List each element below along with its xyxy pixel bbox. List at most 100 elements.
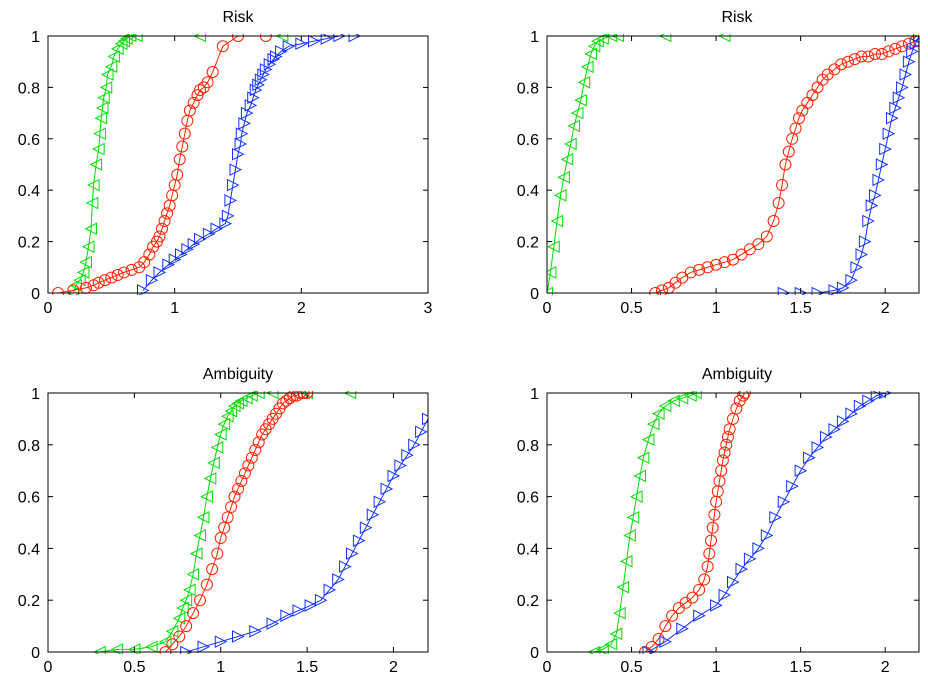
x-tick-label: 1 — [712, 659, 721, 676]
series-blue-point — [373, 495, 387, 509]
series-blue-point — [850, 260, 864, 274]
series-blue-point — [387, 469, 401, 483]
series-blue-point — [889, 101, 902, 115]
y-tick-label: 0.6 — [18, 132, 40, 149]
y-tick-label: 1 — [31, 29, 40, 46]
series-blue-point — [408, 438, 421, 452]
x-tick-label: 0.5 — [123, 659, 145, 676]
series-red-point — [684, 266, 697, 279]
series-red-point — [176, 140, 189, 153]
x-tick-label: 0 — [44, 300, 53, 317]
series-green-point — [570, 106, 584, 120]
series-green-line — [547, 35, 725, 294]
series-blue-point — [803, 451, 816, 465]
series-red-point — [760, 230, 773, 243]
series-blue-point — [219, 217, 232, 230]
series-green-point — [646, 417, 660, 431]
series-blue-point — [366, 508, 380, 522]
series-green-point — [183, 583, 196, 597]
x-tick-label: 1.5 — [296, 659, 318, 676]
series-blue-point — [235, 127, 249, 140]
series-blue-point — [415, 425, 428, 439]
series-red-point — [238, 467, 251, 480]
series-green-point — [158, 635, 172, 648]
x-tick-label: 1 — [170, 300, 179, 317]
series-blue-point — [743, 552, 757, 566]
series-blue-point — [862, 214, 875, 228]
series-blue-point — [244, 99, 258, 112]
series-blue-point — [263, 57, 277, 71]
series-red-point — [200, 578, 213, 591]
y-tick-label: 0.4 — [18, 541, 40, 558]
series-red-point — [693, 583, 706, 596]
x-tick-label: 0 — [543, 659, 552, 676]
y-tick-label: 0.8 — [517, 80, 539, 97]
axes-box — [546, 392, 920, 653]
series-blue-point — [422, 412, 428, 426]
series-blue-point — [777, 495, 791, 509]
series-blue-point — [202, 227, 216, 241]
series-blue-line — [142, 35, 355, 291]
series-green-point — [99, 81, 113, 94]
series-red-point — [710, 258, 723, 271]
series-red-point — [792, 112, 805, 125]
series-green-point — [95, 101, 109, 115]
series-green-point — [111, 42, 124, 56]
series-blue-point — [194, 232, 207, 246]
series-green-point — [567, 119, 581, 133]
series-green-point — [210, 441, 224, 454]
chart-panel-2: 0 0.5 1 1.5 2 0 0.2 0.4 0.6 0.8 1 Risk — [517, 9, 920, 317]
series-blue-point — [247, 91, 260, 104]
series-green-point — [176, 601, 189, 615]
series-green-point — [604, 637, 618, 651]
series-red-point — [111, 269, 124, 282]
series-green-line — [72, 35, 283, 294]
series-blue-point — [828, 422, 842, 436]
series-red-point — [161, 207, 174, 220]
series-red-point — [841, 55, 854, 68]
series-red-point — [776, 179, 789, 192]
series-red-point — [772, 197, 785, 210]
series-red-point — [718, 446, 731, 459]
series-blue-point — [187, 237, 201, 251]
series-green-point — [186, 567, 200, 581]
series-blue-point — [224, 194, 238, 207]
series-blue-point — [879, 142, 892, 156]
series-blue-point — [693, 609, 706, 623]
y-tick-label: 0.8 — [18, 438, 40, 455]
series-red-point — [718, 256, 731, 269]
series-red-point — [652, 633, 665, 646]
series-green-point — [114, 37, 128, 51]
series-green-point — [553, 189, 567, 202]
series-blue-line — [648, 392, 886, 653]
series-blue-point — [214, 635, 228, 648]
series-green-point — [207, 456, 220, 470]
series-red-point — [705, 534, 718, 547]
series-red-point — [206, 65, 219, 78]
axes-box — [47, 392, 429, 653]
y-tick-label: 0.2 — [18, 235, 40, 252]
series-green-point — [203, 472, 217, 485]
x-tick-label: 2 — [389, 659, 398, 676]
series-red-point — [166, 638, 179, 651]
series-red-point — [655, 284, 668, 295]
series-blue-point — [254, 73, 268, 86]
series-red-line — [644, 392, 746, 653]
series-green-point — [626, 511, 640, 524]
series-green-point — [93, 127, 106, 140]
series-green-point — [564, 137, 577, 151]
series-green-point — [92, 142, 105, 156]
series-blue-point — [769, 511, 782, 524]
x-tick-label: 0.5 — [620, 300, 642, 317]
series-red-point — [862, 50, 875, 63]
series-green-point — [189, 547, 203, 560]
series-blue-point — [175, 248, 188, 261]
series-blue-point — [259, 63, 273, 76]
series-blue-point — [332, 573, 345, 586]
series-red-point — [156, 222, 168, 235]
series-blue-point — [676, 622, 689, 635]
series-green-point — [636, 451, 650, 465]
series-blue-point — [359, 521, 373, 534]
series-red-point — [701, 261, 714, 274]
series-green-point — [560, 153, 574, 166]
